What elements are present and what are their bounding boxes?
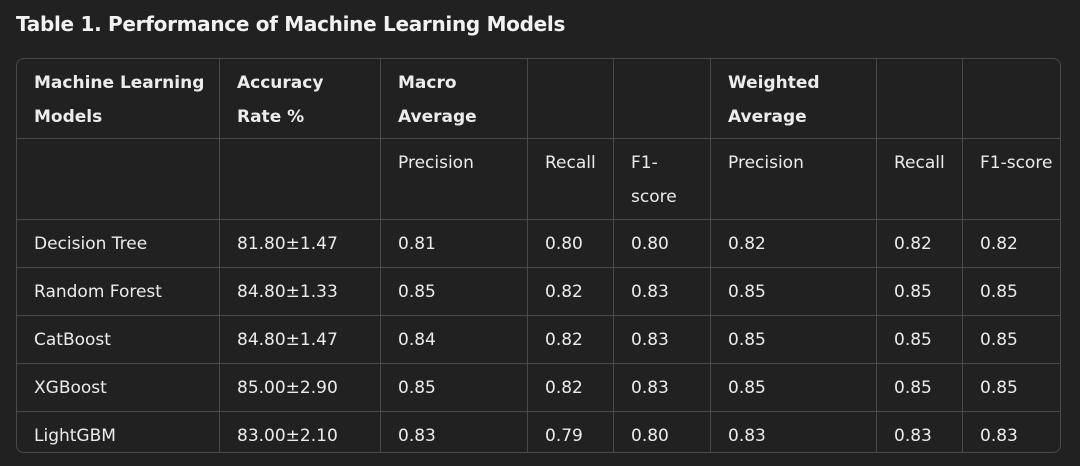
header-cell (613, 59, 711, 139)
metric-cell: 0.82 (527, 315, 614, 364)
data-row: XGBoost 85.00±2.90 0.85 0.82 0.83 0.85 0.85 0.8… (17, 363, 1060, 412)
subheader-cell: Recall (527, 138, 614, 220)
metric-cell: 83.00±2.10 (219, 411, 381, 452)
header-cell (527, 59, 614, 139)
metric-cell: 0.83 (380, 411, 528, 452)
metric-cell: 0.85 (876, 315, 963, 364)
table: Machine Learning Models Accuracy Rate % … (17, 59, 1060, 452)
data-row: CatBoost 84.80±1.47 0.84 0.82 0.83 0.85 0.85 0.… (17, 315, 1060, 364)
metric-cell: 0.81 (380, 219, 528, 268)
metric-cell: 84.80±1.33 (219, 267, 381, 316)
header-cell: Accuracy Rate % (219, 59, 381, 139)
metric-cell: 81.80±1.47 (219, 219, 381, 268)
metric-cell: 0.83 (876, 411, 963, 452)
header-cell (962, 59, 1060, 139)
metric-cell: 0.85 (876, 267, 963, 316)
metric-cell: 0.85 (380, 363, 528, 412)
metric-cell: 0.80 (527, 219, 614, 268)
metric-cell: 0.85 (876, 363, 963, 412)
model-name: XGBoost (17, 363, 220, 412)
metric-cell: 0.80 (613, 411, 711, 452)
subheader-cell: Precision (710, 138, 877, 220)
metric-cell: 84.80±1.47 (219, 315, 381, 364)
table-body: Precision Recall F1-score Precision Reca… (17, 138, 1060, 452)
metric-cell: 0.79 (527, 411, 614, 452)
header-row: Machine Learning Models Accuracy Rate % … (17, 59, 1060, 139)
subheader-cell: Recall (876, 138, 963, 220)
metric-cell: 0.83 (710, 411, 877, 452)
model-name: CatBoost (17, 315, 220, 364)
data-row: Decision Tree 81.80±1.47 0.81 0.80 0.80 0.82 0… (17, 219, 1060, 268)
subheader-cell (219, 138, 381, 220)
header-cell: Macro Average (380, 59, 528, 139)
metric-cell: 85.00±2.90 (219, 363, 381, 412)
metric-cell: 0.85 (380, 267, 528, 316)
model-name: LightGBM (17, 411, 220, 452)
metric-cell: 0.85 (962, 315, 1060, 364)
header-cell: Weighted Average (710, 59, 877, 139)
metric-cell: 0.85 (710, 315, 877, 364)
metric-cell: 0.82 (527, 267, 614, 316)
data-row: LightGBM 83.00±2.10 0.83 0.79 0.80 0.83 0.83 0.… (17, 411, 1060, 452)
metric-cell: 0.82 (527, 363, 614, 412)
header-cell (876, 59, 963, 139)
metric-cell: 0.83 (962, 411, 1060, 452)
metric-cell: 0.85 (710, 267, 877, 316)
model-name: Decision Tree (17, 219, 220, 268)
metric-cell: 0.85 (710, 363, 877, 412)
metric-cell: 0.85 (962, 267, 1060, 316)
metric-cell: 0.83 (613, 315, 711, 364)
table-title: Table 1. Performance of Machine Learning… (16, 12, 566, 36)
subheader-cell: F1-score (613, 138, 711, 220)
data-row: Random Forest 84.80±1.33 0.85 0.82 0.83 0.85 0… (17, 267, 1060, 316)
subheader-cell: F1-score (962, 138, 1060, 220)
subheader-cell (17, 138, 220, 220)
metric-cell: 0.84 (380, 315, 528, 364)
metric-cell: 0.82 (876, 219, 963, 268)
table-head: Machine Learning Models Accuracy Rate % … (17, 59, 1060, 139)
metric-cell: 0.83 (613, 267, 711, 316)
subheader-cell: Precision (380, 138, 528, 220)
header-cell: Machine Learning Models (17, 59, 220, 139)
metric-cell: 0.82 (710, 219, 877, 268)
model-name: Random Forest (17, 267, 220, 316)
table-frame: Machine Learning Models Accuracy Rate % … (16, 58, 1061, 453)
metric-cell: 0.80 (613, 219, 711, 268)
metric-cell: 0.83 (613, 363, 711, 412)
subheader-row: Precision Recall F1-score Precision Reca… (17, 138, 1060, 220)
metric-cell: 0.82 (962, 219, 1060, 268)
metric-cell: 0.85 (962, 363, 1060, 412)
